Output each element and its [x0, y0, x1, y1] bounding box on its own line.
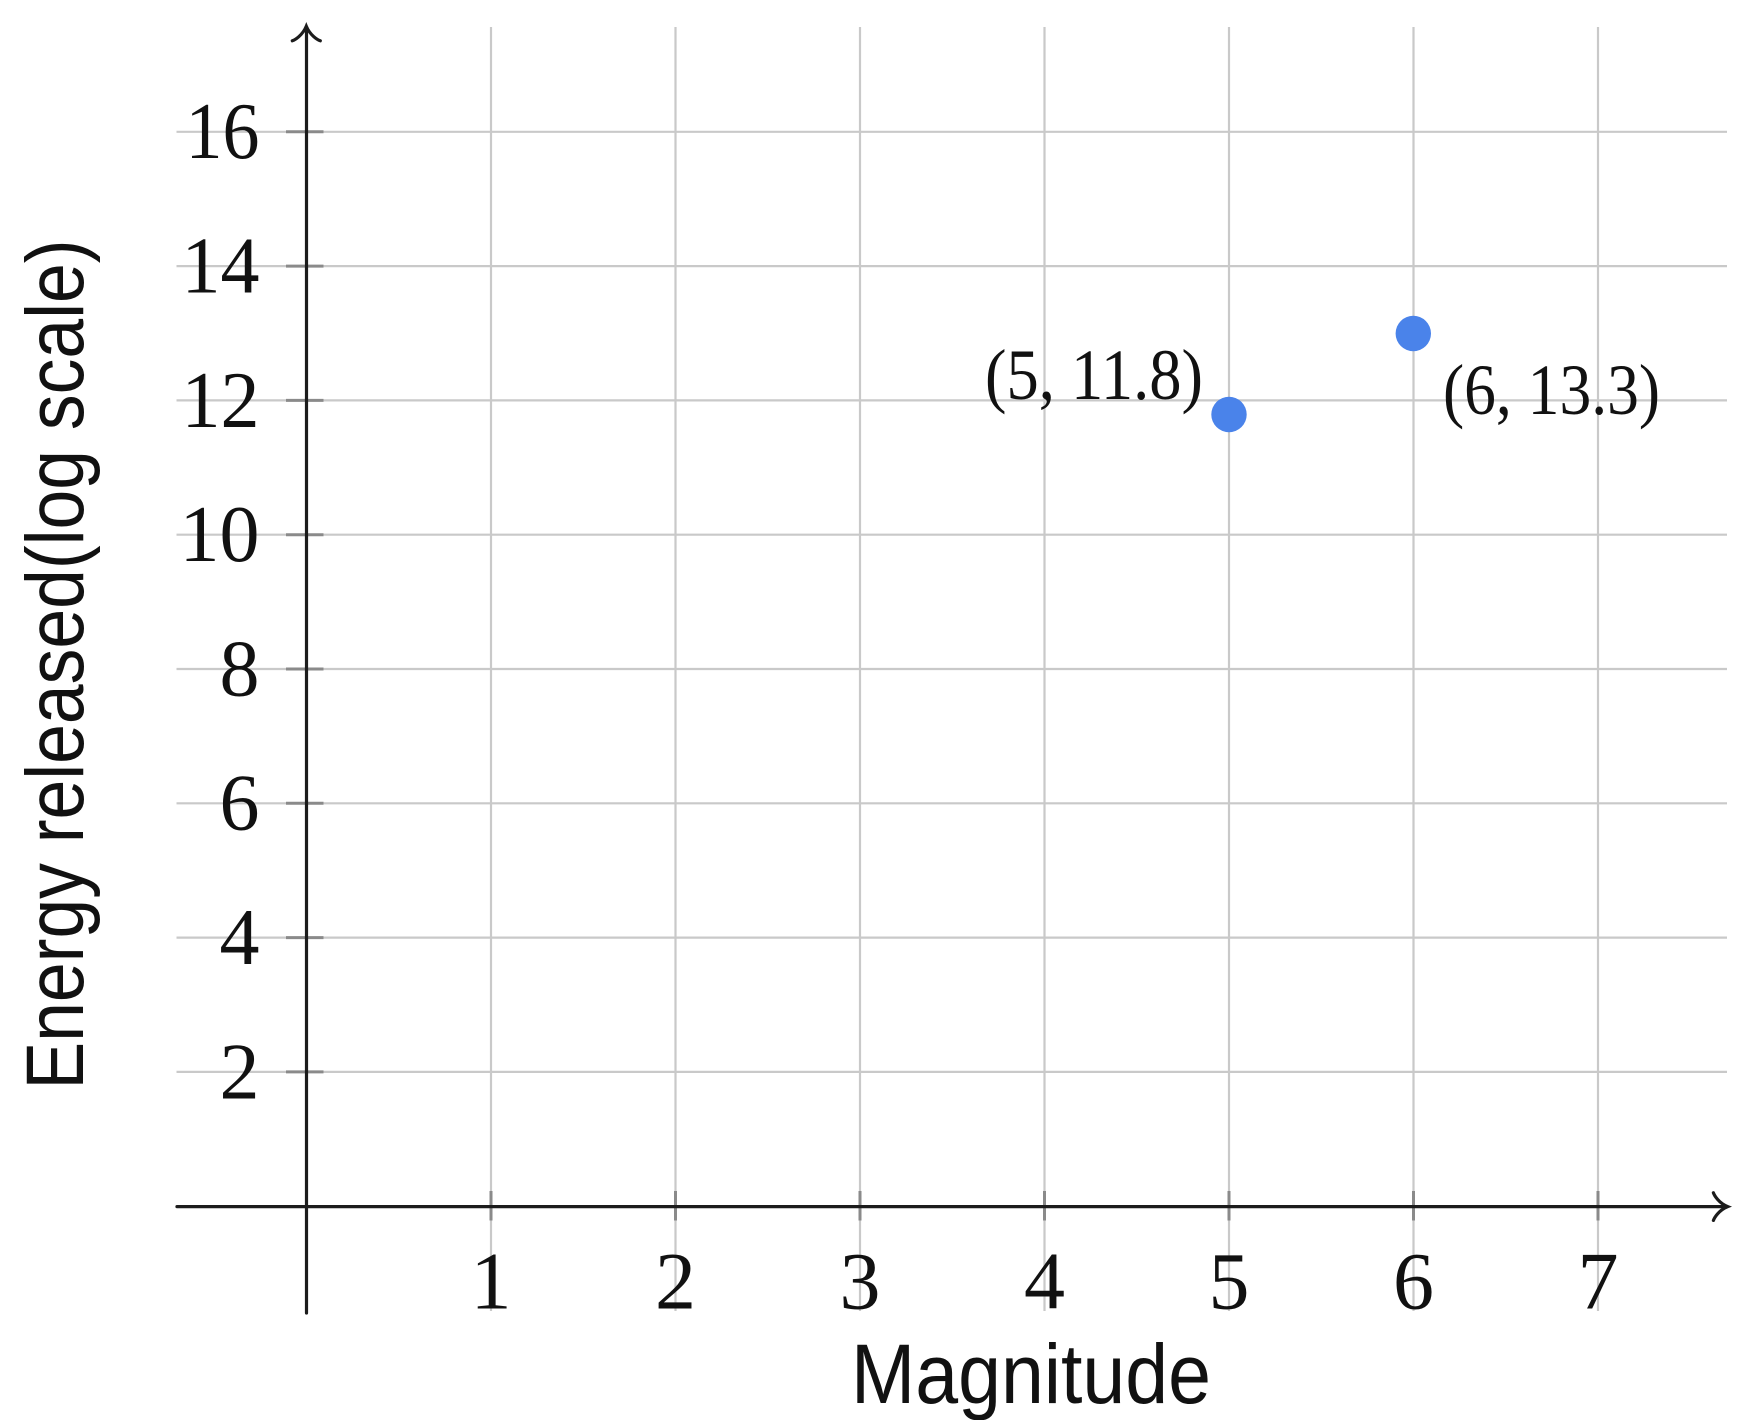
svg-text:(5, 11.8): (5, 11.8)	[985, 335, 1203, 415]
svg-text:Energy released(log scale): Energy released(log scale)	[10, 240, 101, 1090]
svg-text:4: 4	[220, 894, 260, 982]
svg-text:1: 1	[471, 1236, 512, 1327]
svg-text:3: 3	[840, 1236, 881, 1327]
svg-text:4: 4	[1024, 1236, 1065, 1327]
svg-text:(6, 13.3): (6, 13.3)	[1443, 350, 1660, 430]
svg-text:10: 10	[180, 491, 260, 579]
svg-text:2: 2	[655, 1236, 696, 1327]
svg-text:6: 6	[220, 760, 260, 848]
svg-text:7: 7	[1578, 1236, 1619, 1327]
svg-text:16: 16	[186, 88, 260, 176]
svg-text:8: 8	[220, 625, 260, 713]
svg-text:Magnitude: Magnitude	[851, 1327, 1211, 1420]
svg-text:2: 2	[220, 1028, 260, 1116]
svg-text:14: 14	[182, 223, 260, 311]
svg-text:12: 12	[182, 357, 260, 445]
svg-text:6: 6	[1393, 1236, 1434, 1327]
svg-text:5: 5	[1209, 1236, 1250, 1327]
